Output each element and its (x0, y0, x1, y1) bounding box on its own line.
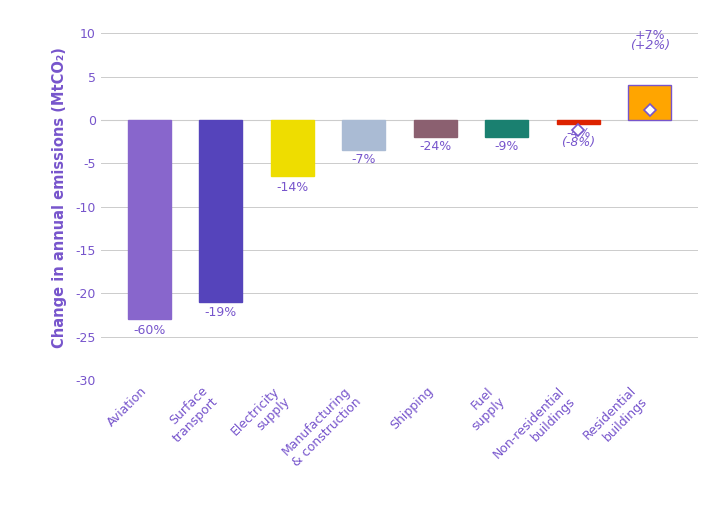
Bar (271, 120, 314, 176)
Text: -19%: -19% (204, 306, 237, 319)
Text: -9%: -9% (495, 140, 519, 153)
Text: (-8%): (-8%) (562, 136, 595, 148)
Bar (485, 120, 528, 137)
Text: (+2%): (+2%) (630, 39, 670, 52)
Text: -4%: -4% (566, 127, 590, 140)
Bar (128, 120, 171, 319)
Y-axis label: Change in annual emissions (MtCO₂): Change in annual emissions (MtCO₂) (53, 48, 67, 348)
Text: +7%: +7% (634, 29, 665, 42)
Bar (343, 120, 385, 150)
Bar (629, 85, 671, 120)
Text: -14%: -14% (276, 181, 308, 194)
Text: -24%: -24% (419, 140, 451, 153)
Text: -60%: -60% (133, 324, 166, 337)
Text: -7%: -7% (351, 153, 376, 166)
Bar (414, 120, 456, 137)
Bar (199, 120, 243, 302)
Bar (557, 120, 600, 124)
